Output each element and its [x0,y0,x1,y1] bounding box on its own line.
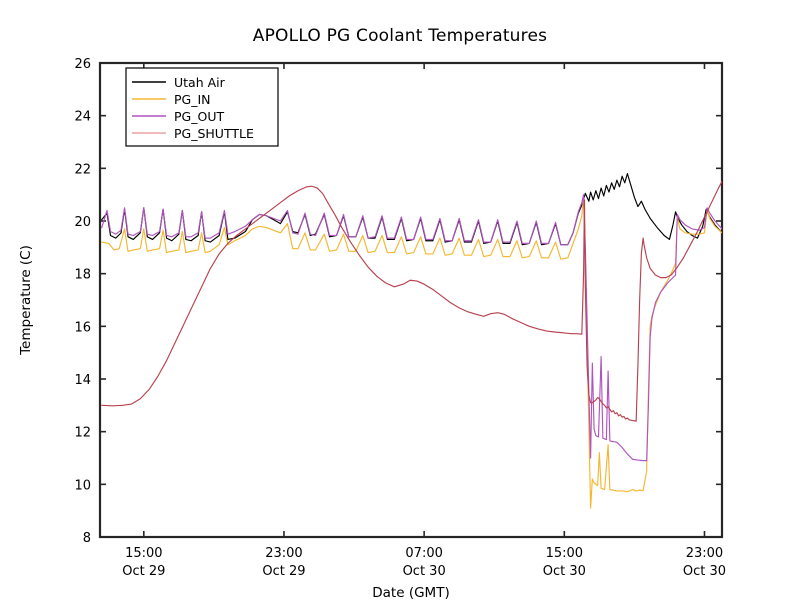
y-tick-label: 16 [74,320,91,335]
y-tick-label: 14 [74,373,91,388]
legend-label-pg-in: PG_IN [174,92,211,107]
x-axis-label: Date (GMT) [372,585,449,600]
y-axis-label: Temperature (C) [18,245,34,356]
x-tick-label-date: Oct 30 [543,564,586,579]
y-tick-label: 26 [74,57,91,72]
x-tick-label-time: 23:00 [265,546,302,561]
x-tick-label-time: 15:00 [125,546,162,561]
y-tick-label: 8 [83,531,91,546]
y-tick-label: 22 [74,162,91,177]
y-tick-label: 24 [74,110,91,125]
x-tick-label-date: Oct 29 [122,564,165,579]
series-line-pg-in [101,196,722,509]
x-tick-label-time: 15:00 [546,546,583,561]
y-axis-ticks: 8 10 12 14 16 18 20 22 24 26 [74,57,722,546]
x-tick-label-date: Oct 30 [403,564,446,579]
x-tick-label-date: Oct 29 [262,564,305,579]
x-tick-label-date: Oct 30 [683,564,726,579]
legend-label-pg-shuttle: PG_SHUTTLE [174,126,254,141]
y-tick-label: 18 [74,268,91,283]
x-tick-label-time: 07:00 [405,546,442,561]
y-tick-label: 10 [74,478,91,493]
chart-legend: Utah Air PG_IN PG_OUT PG_SHUTTLE [125,67,279,147]
x-tick-label-time: 23:00 [686,546,723,561]
legend-label-pg-out: PG_OUT [174,109,224,124]
data-series-group [101,173,722,509]
y-tick-label: 12 [74,426,91,441]
page-title: APOLLO PG Coolant Temperatures [252,26,548,46]
x-axis-ticks: 15:00 Oct 29 23:00 Oct 29 07:00 Oct 30 15:00 Oc… [122,63,726,579]
y-tick-label: 20 [74,215,91,230]
series-line-pg-shuttle [101,180,722,422]
legend-label-utah-air: Utah Air [174,75,226,90]
series-line-pg-out [101,194,722,462]
axes-frame [98,61,724,539]
